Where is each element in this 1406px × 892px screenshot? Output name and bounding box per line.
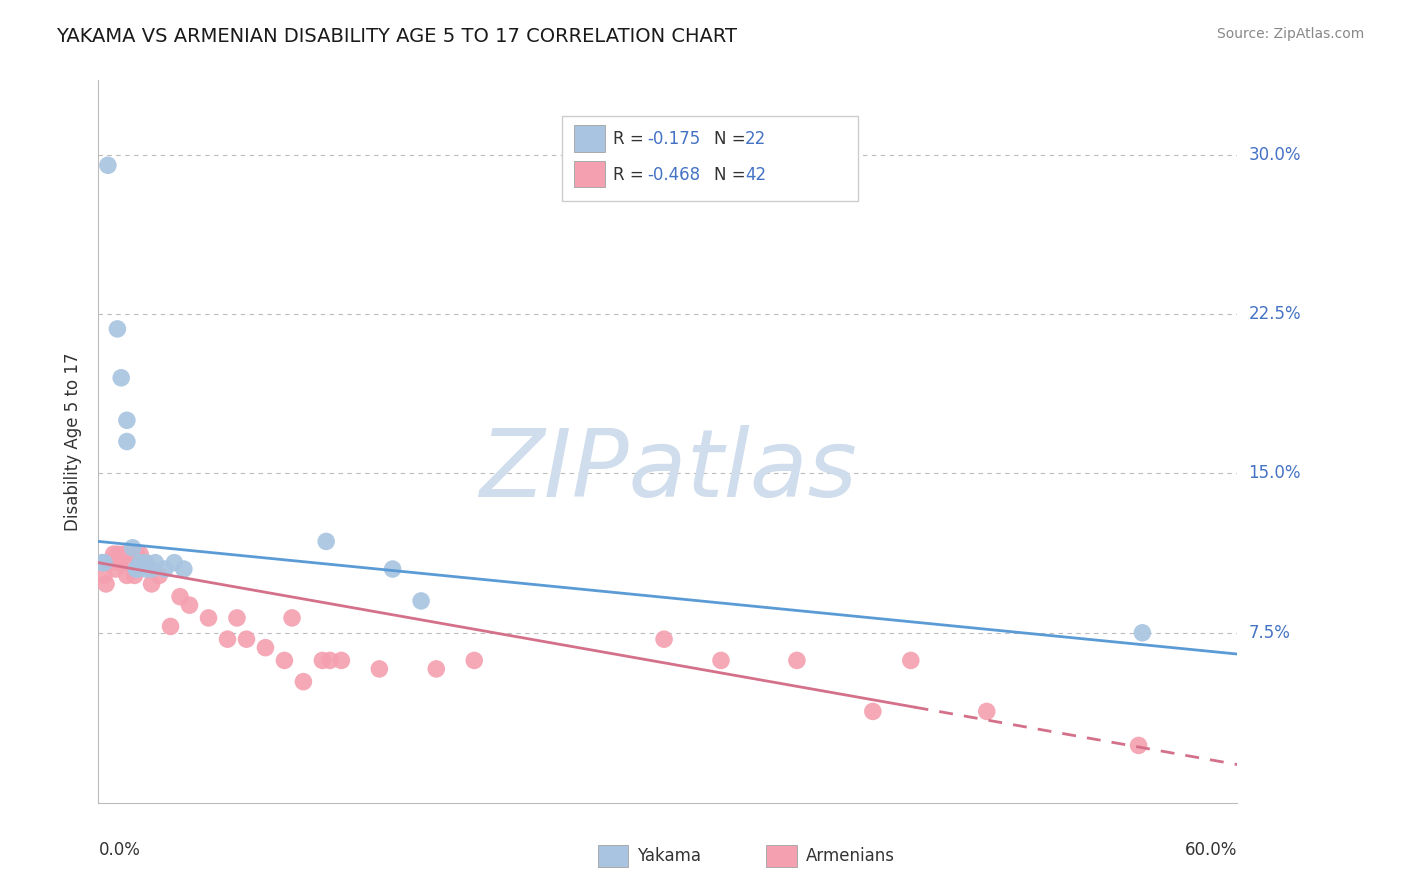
- Point: [121, 547, 143, 561]
- Point: [900, 653, 922, 667]
- Point: [124, 568, 146, 582]
- Point: [163, 556, 186, 570]
- Point: [125, 562, 148, 576]
- Point: [173, 562, 195, 576]
- Text: 60.0%: 60.0%: [1185, 841, 1237, 859]
- Point: [135, 562, 157, 576]
- Y-axis label: Disability Age 5 to 17: Disability Age 5 to 17: [65, 352, 83, 531]
- Text: -0.175: -0.175: [647, 130, 700, 148]
- Point: [115, 434, 138, 449]
- Text: 0.0%: 0.0%: [98, 841, 141, 859]
- Point: [235, 632, 257, 647]
- Point: [93, 568, 115, 582]
- Text: YAKAMA VS ARMENIAN DISABILITY AGE 5 TO 17 CORRELATION CHART: YAKAMA VS ARMENIAN DISABILITY AGE 5 TO 1…: [56, 27, 737, 45]
- Text: N =: N =: [714, 166, 751, 184]
- Point: [159, 619, 181, 633]
- Text: ZIPatlas: ZIPatlas: [479, 425, 856, 516]
- Point: [153, 562, 176, 576]
- Point: [381, 562, 404, 576]
- Point: [121, 541, 143, 555]
- Text: Armenians: Armenians: [806, 847, 894, 865]
- Point: [97, 158, 120, 172]
- Point: [141, 562, 163, 576]
- Text: R =: R =: [613, 166, 650, 184]
- Text: Yakama: Yakama: [637, 847, 702, 865]
- Point: [114, 556, 136, 570]
- Point: [319, 653, 342, 667]
- Text: N =: N =: [714, 130, 751, 148]
- Point: [112, 547, 135, 561]
- Point: [141, 577, 163, 591]
- Point: [91, 556, 114, 570]
- Point: [368, 662, 391, 676]
- Point: [411, 594, 433, 608]
- Text: Source: ZipAtlas.com: Source: ZipAtlas.com: [1216, 27, 1364, 41]
- Point: [281, 611, 304, 625]
- Point: [125, 547, 148, 561]
- Text: -0.468: -0.468: [647, 166, 700, 184]
- Point: [254, 640, 277, 655]
- Text: 7.5%: 7.5%: [1249, 624, 1291, 642]
- Point: [273, 653, 295, 667]
- Point: [315, 534, 337, 549]
- Text: 22: 22: [745, 130, 766, 148]
- Point: [98, 556, 121, 570]
- Point: [148, 568, 170, 582]
- Point: [135, 556, 157, 570]
- Text: R =: R =: [613, 130, 650, 148]
- Point: [129, 556, 152, 570]
- Point: [129, 547, 152, 561]
- Point: [786, 653, 808, 667]
- Point: [710, 653, 733, 667]
- Point: [94, 577, 117, 591]
- Point: [217, 632, 239, 647]
- Point: [292, 674, 315, 689]
- Point: [125, 562, 148, 576]
- Point: [115, 568, 138, 582]
- Point: [110, 371, 132, 385]
- Point: [425, 662, 447, 676]
- Point: [107, 547, 129, 561]
- Point: [103, 547, 125, 561]
- Point: [132, 556, 155, 570]
- Point: [145, 556, 167, 570]
- Point: [226, 611, 249, 625]
- Point: [1128, 739, 1150, 753]
- Point: [311, 653, 333, 667]
- Text: 15.0%: 15.0%: [1249, 465, 1301, 483]
- Point: [115, 413, 138, 427]
- Point: [108, 556, 131, 570]
- Point: [169, 590, 191, 604]
- Point: [1132, 625, 1154, 640]
- Point: [107, 322, 129, 336]
- Text: 22.5%: 22.5%: [1249, 305, 1301, 323]
- Point: [862, 705, 884, 719]
- Point: [135, 556, 157, 570]
- Point: [197, 611, 219, 625]
- Text: 30.0%: 30.0%: [1249, 145, 1301, 163]
- Point: [330, 653, 353, 667]
- Point: [652, 632, 675, 647]
- Point: [976, 705, 998, 719]
- Point: [104, 562, 127, 576]
- Point: [93, 556, 115, 570]
- Point: [463, 653, 485, 667]
- Point: [179, 598, 201, 612]
- Text: 42: 42: [745, 166, 766, 184]
